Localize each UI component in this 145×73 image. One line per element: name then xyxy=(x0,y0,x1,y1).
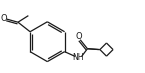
Text: O: O xyxy=(75,32,82,41)
Text: O: O xyxy=(0,14,7,23)
Text: NH: NH xyxy=(73,53,84,62)
